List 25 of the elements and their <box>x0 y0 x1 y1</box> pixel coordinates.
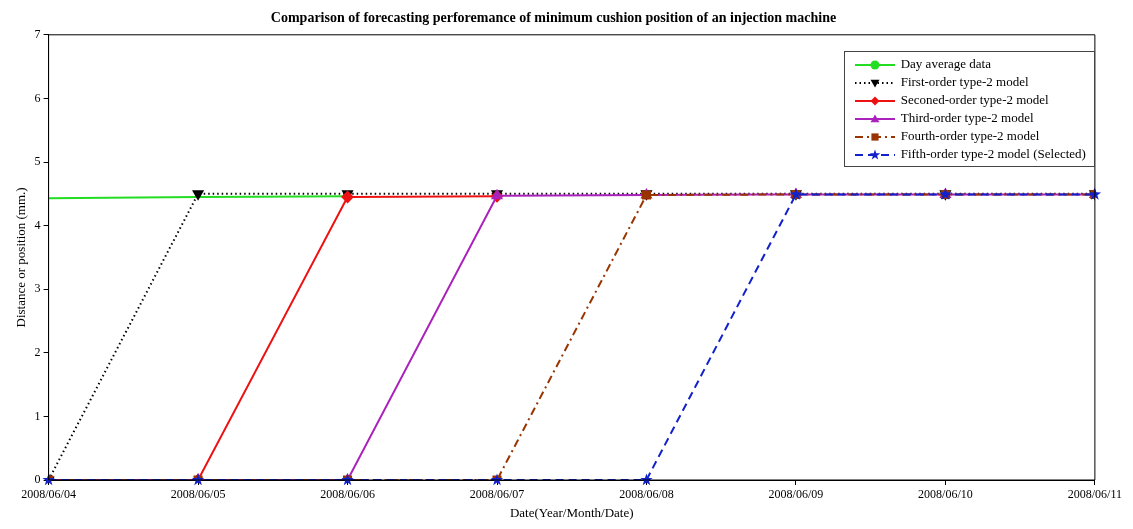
x-tick-label: 2008/06/07 <box>469 487 525 502</box>
legend-label: First-order type-2 model <box>900 73 1029 89</box>
x-tick-label: 2008/06/08 <box>619 487 674 502</box>
y-tick-label: 4 <box>34 217 41 232</box>
y-tick-label: 0 <box>34 472 41 487</box>
legend-label: Seconed-order type-2 model <box>900 91 1049 107</box>
chart-title: Comparison of forecasting perforemance of minimum cushion position of an injection machine <box>270 10 837 26</box>
x-tick-label: 2008/06/11 <box>1067 487 1123 502</box>
x-tick-label: 2008/06/04 <box>21 487 76 502</box>
legend-label: Day average data <box>900 55 991 71</box>
x-axis-title: Date(Year/Month/Date) <box>509 504 634 520</box>
y-tick-label: 7 <box>34 26 41 41</box>
y-tick-label: 5 <box>34 154 41 169</box>
y-tick-label: 6 <box>34 90 41 105</box>
legend-label: Third-order type-2 model <box>900 109 1034 125</box>
x-tick-label: 2008/06/09 <box>768 487 824 502</box>
y-axis-title: Distance or position (mm.) <box>13 187 29 328</box>
y-tick-label: 3 <box>34 281 41 296</box>
legend-label: Fourth-order type-2 model <box>900 127 1040 143</box>
y-tick-label: 1 <box>34 408 41 423</box>
x-tick-label: 2008/06/05 <box>170 487 226 502</box>
legend-label: Fifth-order type-2 model (Selected) <box>900 145 1086 161</box>
y-tick-label: 2 <box>34 344 41 359</box>
x-tick-label: 2008/06/10 <box>918 487 973 502</box>
x-tick-label: 2008/06/06 <box>320 487 375 502</box>
